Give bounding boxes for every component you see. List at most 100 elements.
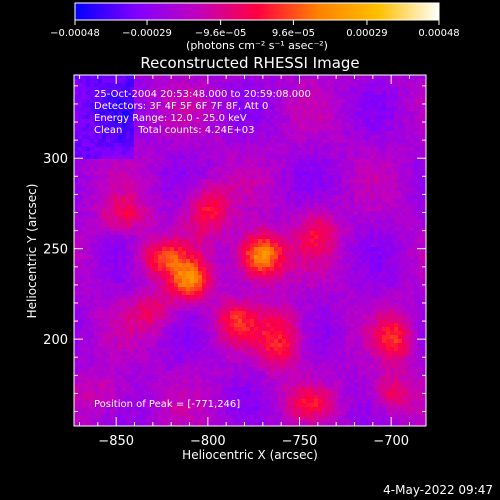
heatmap-cell	[374, 291, 379, 296]
heatmap-cell	[102, 151, 107, 156]
heatmap-cell	[222, 243, 227, 248]
heatmap-cell	[286, 119, 291, 124]
heatmap-cell	[178, 215, 183, 220]
heatmap-cell	[290, 283, 295, 288]
heatmap-cell	[334, 87, 339, 92]
heatmap-cell	[290, 111, 295, 116]
heatmap-cell	[390, 127, 395, 132]
heatmap-cell	[230, 239, 235, 244]
heatmap-cell	[174, 175, 179, 180]
heatmap-cell	[194, 299, 199, 304]
heatmap-cell	[270, 231, 275, 236]
heatmap-cell	[302, 103, 307, 108]
heatmap-cell	[346, 127, 351, 132]
heatmap-cell	[402, 79, 407, 84]
heatmap-cell	[406, 271, 411, 276]
heatmap-cell	[126, 179, 131, 184]
heatmap-cell	[338, 87, 343, 92]
heatmap-cell	[350, 135, 355, 140]
heatmap-cell	[178, 247, 183, 252]
heatmap-cell	[402, 163, 407, 168]
heatmap-cell	[398, 275, 403, 280]
heatmap-cell	[362, 251, 367, 256]
heatmap-cell	[366, 91, 371, 96]
heatmap-cell	[310, 195, 315, 200]
heatmap-cell	[246, 99, 251, 104]
heatmap-cell	[174, 115, 179, 120]
heatmap-cell	[374, 267, 379, 272]
heatmap-cell	[134, 299, 139, 304]
heatmap-cell	[338, 243, 343, 248]
heatmap-cell	[318, 207, 323, 212]
heatmap-cell	[230, 123, 235, 128]
heatmap-cell	[122, 275, 127, 280]
heatmap-cell	[206, 127, 211, 132]
heatmap-cell	[406, 187, 411, 192]
heatmap-cell	[418, 83, 423, 88]
heatmap-cell	[74, 79, 79, 84]
heatmap-cell	[286, 199, 291, 204]
heatmap-cell	[190, 107, 195, 112]
heatmap-cell	[246, 95, 251, 100]
heatmap-cell	[94, 279, 99, 284]
heatmap-cell	[382, 279, 387, 284]
heatmap-cell	[330, 95, 335, 100]
heatmap-cell	[322, 283, 327, 288]
heatmap-cell	[334, 207, 339, 212]
heatmap-cell	[258, 187, 263, 192]
heatmap-cell	[174, 179, 179, 184]
heatmap-cell	[386, 251, 391, 256]
heatmap-cell	[74, 291, 79, 296]
colorbar-tick-label: −9.6e−05	[195, 28, 247, 39]
heatmap-cell	[186, 95, 191, 100]
heatmap-cell	[282, 179, 287, 184]
heatmap-cell	[238, 271, 243, 276]
heatmap-cell	[382, 115, 387, 120]
heatmap-cell	[170, 211, 175, 216]
heatmap-cell	[150, 275, 155, 280]
heatmap-cell	[162, 267, 167, 272]
heatmap-cell	[354, 163, 359, 168]
heatmap-cell	[258, 115, 263, 120]
heatmap-cell	[170, 215, 175, 220]
heatmap-cell	[314, 155, 319, 160]
heatmap-cell	[298, 295, 303, 300]
heatmap-cell	[338, 215, 343, 220]
heatmap-cell	[354, 123, 359, 128]
heatmap-cell	[306, 235, 311, 240]
heatmap-cell	[174, 223, 179, 228]
heatmap-cell	[366, 251, 371, 256]
heatmap-cell	[154, 283, 159, 288]
heatmap-cell	[146, 207, 151, 212]
heatmap-cell	[274, 211, 279, 216]
heatmap-cell	[262, 295, 267, 300]
heatmap-cell	[126, 211, 131, 216]
heatmap-cell	[422, 175, 426, 180]
heatmap-cell	[390, 231, 395, 236]
heatmap-cell	[86, 227, 91, 232]
heatmap-cell	[82, 231, 87, 236]
heatmap-cell	[286, 75, 291, 80]
heatmap-cell	[126, 291, 131, 296]
heatmap-cell	[174, 143, 179, 148]
heatmap-cell	[394, 107, 399, 112]
heatmap-cell	[210, 79, 215, 84]
heatmap-cell	[214, 155, 219, 160]
heatmap-cell	[374, 83, 379, 88]
heatmap-cell	[370, 139, 375, 144]
heatmap-cell	[418, 279, 423, 284]
heatmap-cell	[418, 107, 423, 112]
heatmap-cell	[106, 283, 111, 288]
heatmap-cell	[130, 207, 135, 212]
heatmap-cell	[162, 299, 167, 304]
heatmap-cell	[238, 287, 243, 292]
heatmap-cell	[126, 195, 131, 200]
heatmap-cell	[94, 115, 99, 120]
heatmap-cell	[162, 171, 167, 176]
heatmap-cell	[386, 159, 391, 164]
heatmap-cell	[418, 195, 423, 200]
heatmap-cell	[166, 139, 171, 144]
heatmap-cell	[238, 167, 243, 172]
heatmap-cell	[262, 207, 267, 212]
heatmap-cell	[230, 243, 235, 248]
